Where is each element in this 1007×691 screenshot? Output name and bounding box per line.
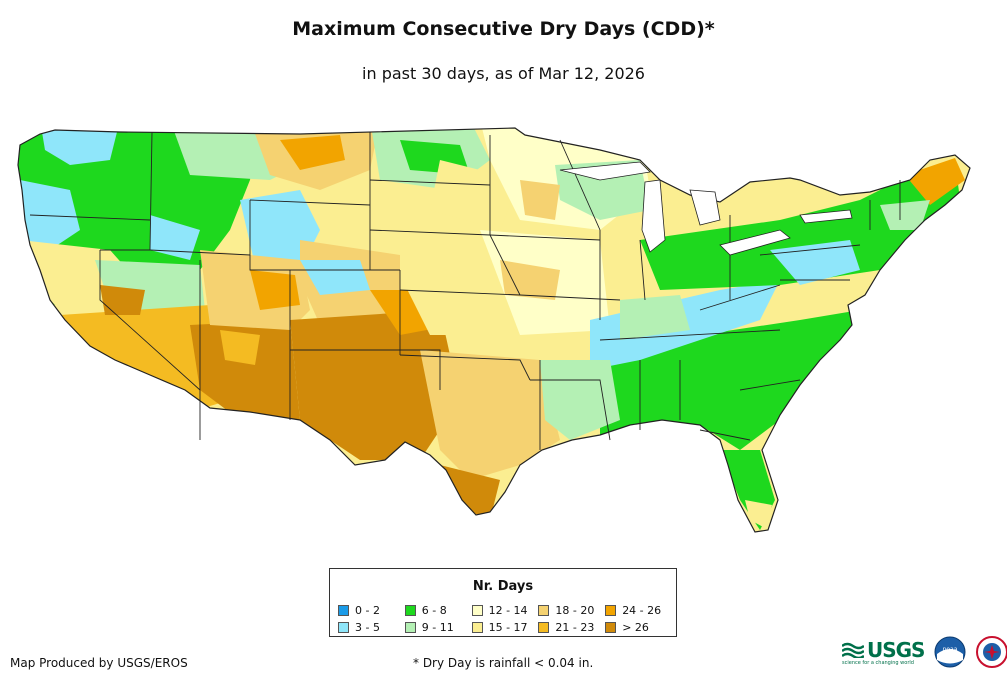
zone-washington-coast-3-5	[20, 180, 80, 250]
lake-superior	[559, 161, 651, 181]
legend-grid: 0 - 2 6 - 8 12 - 14 18 - 20 24 - 26 3 - 5 9 - …	[338, 603, 672, 635]
legend-label: > 26	[622, 621, 649, 634]
usgs-logo: USGS science for a changing world	[842, 638, 925, 666]
zone-new-england-9-11	[880, 200, 930, 230]
legend-item: > 26	[605, 620, 672, 635]
legend-swatch	[538, 622, 550, 633]
zone-tennessee-9-11	[620, 295, 690, 340]
legend-label: 18 - 20	[555, 604, 595, 617]
zone-arizona-over-26	[190, 320, 300, 420]
legend-label: 15 - 17	[488, 621, 528, 634]
nws-seal-icon	[976, 636, 1007, 668]
legend-item: 6 - 8	[404, 603, 472, 618]
legend-item: 9 - 11	[404, 620, 472, 635]
legend-swatch	[605, 605, 617, 616]
legend-swatch	[471, 622, 483, 633]
zone-nevada-over-26	[100, 285, 145, 315]
legend-label: 12 - 14	[488, 604, 528, 617]
lake-michigan	[641, 179, 666, 253]
zone-southwest-21-23	[60, 305, 230, 412]
zone-maine-24-26	[905, 158, 965, 205]
zone-kansas-15-17	[400, 275, 520, 335]
legend-swatch	[338, 622, 349, 633]
legend-label: 9 - 11	[421, 621, 454, 634]
zone-missouri-18-20	[500, 260, 560, 300]
legend-box: Nr. Days 0 - 2 6 - 8 12 - 14 18 - 20 24 - 26…	[329, 568, 677, 637]
legend-title: Nr. Days	[472, 579, 534, 594]
lake-erie	[719, 229, 791, 256]
legend-item: 3 - 5	[338, 620, 405, 635]
map-title: Maximum Consecutive Dry Days (CDD)*	[292, 18, 715, 40]
legend-label: 3 - 5	[355, 621, 380, 634]
credit-text: Map Produced by USGS/EROS	[10, 656, 188, 670]
usgs-wordmark: USGS	[867, 638, 925, 662]
noaa-seal-label: noaa	[943, 646, 958, 653]
cdd-shading	[18, 128, 965, 530]
zone-minnesota-18-20	[520, 180, 560, 220]
legend-swatch	[538, 605, 550, 616]
legend-swatch	[338, 605, 349, 616]
zone-colorado-3-5	[300, 260, 370, 295]
legend-item: 15 - 17	[471, 620, 539, 635]
usgs-wave-icon	[842, 642, 864, 658]
legend-item: 12 - 14	[471, 603, 539, 618]
noaa-seal-icon: noaa	[934, 636, 966, 668]
zone-texas-18-20	[420, 350, 560, 480]
legend-swatch	[404, 622, 416, 633]
state-borders	[17, 127, 971, 533]
zone-northeast-6-8	[640, 160, 960, 290]
legend-item: 18 - 20	[538, 603, 605, 618]
zone-arizona-21-23	[220, 330, 260, 365]
cdd-map	[17, 127, 971, 533]
footnote-text: * Dry Day is rainfall < 0.04 in.	[413, 656, 594, 670]
zone-montana-24-26	[280, 135, 345, 170]
zone-south-florida-15-17	[745, 500, 772, 528]
zone-south-texas-over-26	[440, 465, 500, 520]
zone-pennsylvania-3-5	[770, 240, 860, 285]
legend-swatch	[471, 605, 483, 616]
usgs-tagline: science for a changing world	[842, 660, 914, 666]
legend-item: 21 - 23	[538, 620, 605, 635]
zone-idaho-3-5	[150, 215, 200, 260]
legend-label: 6 - 8	[421, 604, 447, 617]
legend-swatch	[605, 622, 617, 633]
great-lakes	[559, 161, 853, 256]
legend-label: 24 - 26	[622, 604, 662, 617]
legend-swatch	[404, 605, 416, 616]
legend-label: 21 - 23	[555, 621, 595, 634]
map-subtitle: in past 30 days, as of Mar 12, 2026	[362, 64, 645, 83]
lake-huron	[689, 189, 721, 226]
lake-ontario	[799, 209, 853, 224]
zone-dakota-15-17	[430, 160, 520, 230]
legend-item: 24 - 26	[605, 603, 672, 618]
zone-utah-24-26	[250, 270, 300, 310]
logo-group: USGS science for a changing world noaa	[842, 636, 1007, 668]
legend-label: 0 - 2	[355, 604, 380, 617]
legend-item: 0 - 2	[338, 603, 405, 618]
zone-new-mexico-texas-over-26	[290, 310, 460, 460]
